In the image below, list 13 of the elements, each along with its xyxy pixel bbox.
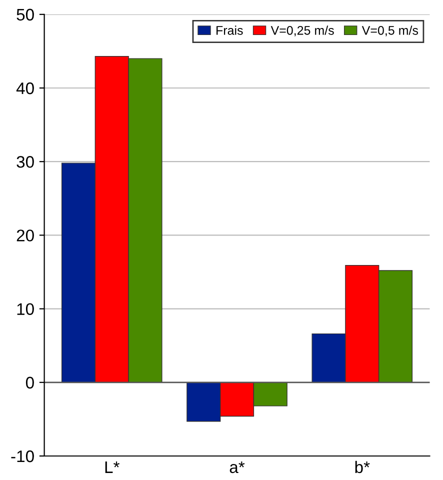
y-tick-label: 20 <box>16 230 34 242</box>
x-tick-label: a* <box>230 461 245 474</box>
legend-label: V=0,25 m/s <box>270 26 334 36</box>
y-tick-label: 30 <box>16 156 34 168</box>
legend-label: V=0,5 m/s <box>362 26 418 36</box>
y-tick-label: -10 <box>11 450 34 462</box>
y-tick-label: 0 <box>26 376 34 389</box>
x-tick-label: L* <box>105 461 120 473</box>
x-tick-label: b* <box>355 460 370 474</box>
y-tick-label: 10 <box>17 303 34 316</box>
legend-label: Frais <box>216 26 243 35</box>
y-tick-label: 50 <box>16 8 34 21</box>
y-tick-label: 40 <box>16 82 34 94</box>
